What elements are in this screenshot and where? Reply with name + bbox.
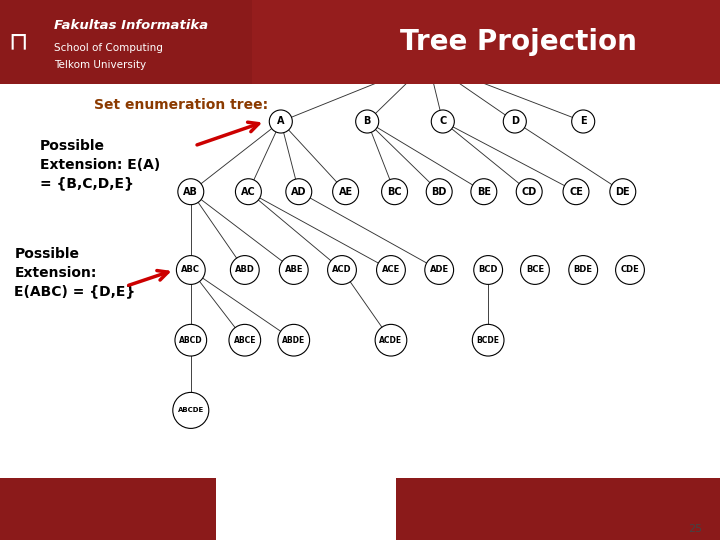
Ellipse shape (521, 255, 549, 285)
Text: BCD: BCD (478, 266, 498, 274)
Text: B: B (364, 117, 371, 126)
Text: ACE: ACE (382, 266, 400, 274)
Text: Tree Projection: Tree Projection (400, 28, 636, 56)
Text: AE: AE (338, 187, 353, 197)
Ellipse shape (356, 110, 379, 133)
Text: Telkom University: Telkom University (54, 60, 146, 70)
Text: ADE: ADE (430, 266, 449, 274)
Ellipse shape (377, 255, 405, 285)
Text: ⊓: ⊓ (8, 30, 28, 54)
Text: ABDE: ABDE (282, 336, 305, 345)
Text: ABD: ABD (235, 266, 255, 274)
Text: BE: BE (477, 187, 491, 197)
Text: 25: 25 (688, 524, 702, 534)
Ellipse shape (503, 110, 526, 133)
Text: ACDE: ACDE (379, 336, 402, 345)
Text: null: null (420, 58, 436, 66)
Text: CD: CD (521, 187, 537, 197)
Ellipse shape (472, 325, 504, 356)
Polygon shape (36, 456, 396, 540)
Text: BD: BD (431, 187, 447, 197)
Text: Possible
Extension:
E(ABC) = {D,E}: Possible Extension: E(ABC) = {D,E} (14, 247, 135, 298)
Text: ABC: ABC (181, 266, 200, 274)
Ellipse shape (563, 179, 589, 205)
Ellipse shape (474, 255, 503, 285)
Ellipse shape (471, 179, 497, 205)
Text: BCE: BCE (526, 266, 544, 274)
Text: D: D (510, 117, 519, 126)
Ellipse shape (269, 110, 292, 133)
Ellipse shape (173, 393, 209, 428)
Ellipse shape (426, 179, 452, 205)
Ellipse shape (516, 179, 542, 205)
Text: AD: AD (291, 187, 307, 197)
Ellipse shape (328, 255, 356, 285)
Ellipse shape (178, 179, 204, 205)
Ellipse shape (278, 325, 310, 356)
Text: A: A (277, 117, 284, 126)
Text: Fakultas Informatika: Fakultas Informatika (54, 18, 208, 32)
Text: ACD: ACD (332, 266, 352, 274)
Text: School of Computing: School of Computing (54, 43, 163, 53)
FancyBboxPatch shape (0, 0, 720, 84)
Ellipse shape (279, 255, 308, 285)
Text: ABE: ABE (284, 266, 303, 274)
FancyBboxPatch shape (252, 0, 720, 84)
Ellipse shape (572, 110, 595, 133)
Ellipse shape (235, 179, 261, 205)
Ellipse shape (425, 255, 454, 285)
Text: C: C (439, 117, 446, 126)
FancyBboxPatch shape (0, 478, 720, 540)
Text: BCDE: BCDE (477, 336, 500, 345)
Ellipse shape (286, 179, 312, 205)
Ellipse shape (175, 325, 207, 356)
Text: CE: CE (569, 187, 583, 197)
Ellipse shape (230, 255, 259, 285)
Ellipse shape (333, 179, 359, 205)
Text: AC: AC (241, 187, 256, 197)
Text: BDE: BDE (574, 266, 593, 274)
Text: ABCD: ABCD (179, 336, 202, 345)
Text: E: E (580, 117, 587, 126)
Ellipse shape (610, 179, 636, 205)
Ellipse shape (569, 255, 598, 285)
Text: ABCDE: ABCDE (178, 407, 204, 414)
Ellipse shape (415, 49, 441, 75)
Text: Possible
Extension: E(A)
= {B,C,D,E}: Possible Extension: E(A) = {B,C,D,E} (40, 139, 160, 190)
Ellipse shape (616, 255, 644, 285)
Ellipse shape (382, 179, 408, 205)
Text: DE: DE (616, 187, 630, 197)
Ellipse shape (176, 255, 205, 285)
Text: ABCE: ABCE (233, 336, 256, 345)
Ellipse shape (375, 325, 407, 356)
Text: AB: AB (184, 187, 198, 197)
Ellipse shape (431, 110, 454, 133)
Text: BC: BC (387, 187, 402, 197)
Ellipse shape (229, 325, 261, 356)
Text: Set enumeration tree:: Set enumeration tree: (94, 98, 268, 112)
Text: CDE: CDE (621, 266, 639, 274)
